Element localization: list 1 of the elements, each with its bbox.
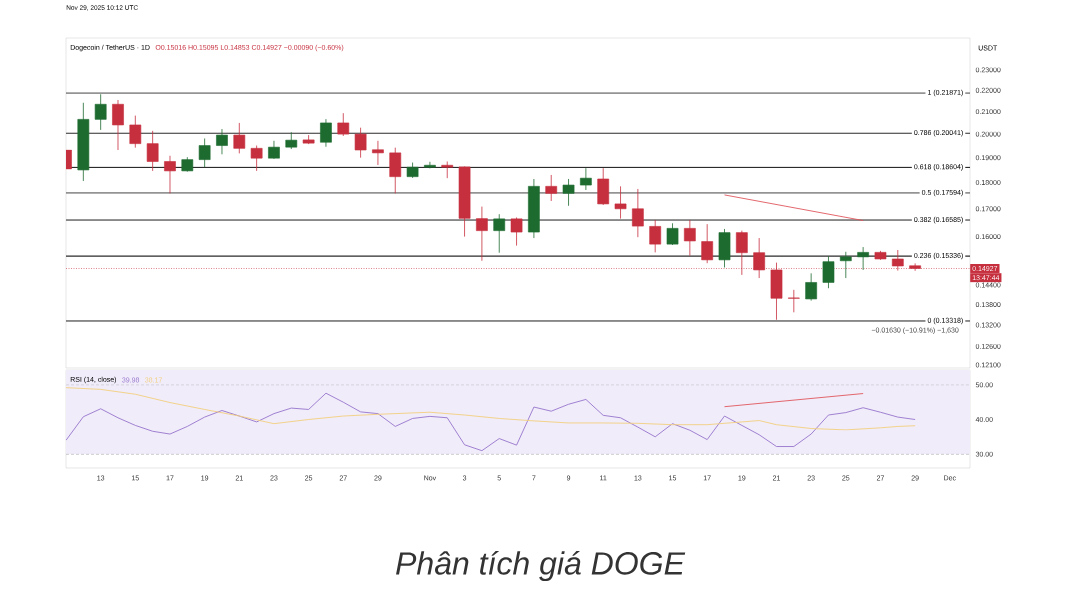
text: Phân tích giá DOGE <box>396 550 686 582</box>
